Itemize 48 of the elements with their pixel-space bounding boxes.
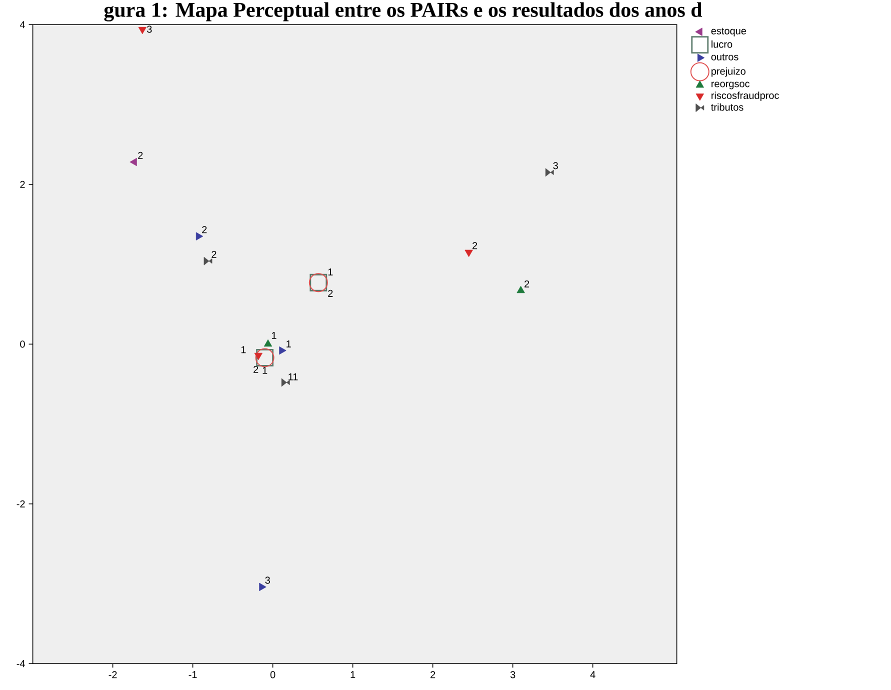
point [264,339,272,347]
annotation: 2 [328,290,333,297]
point [516,286,525,294]
annotation: 1 [272,332,276,339]
x-tick-label: -2 [108,671,117,678]
point [130,158,137,166]
point [279,346,286,355]
annotation: 2 [254,366,258,373]
x-tick-label: 0 [270,671,276,678]
y-tick-label: -2 [16,500,25,508]
legend-label: prejuizo [712,67,746,77]
annotation: 2 [138,152,143,159]
annotation: 3 [146,26,152,33]
legend-label: tributos [711,103,744,111]
legend-label: estoque [711,28,746,36]
point [138,26,147,34]
annotation: 2 [472,242,478,250]
point [254,352,263,360]
legend-label: riscosfraudproc [712,92,779,101]
y-tick-label: 0 [20,340,25,348]
y-tick-label: 2 [20,180,25,188]
point [196,232,204,240]
annotation: 2 [212,250,216,258]
point [464,250,473,257]
point [204,256,212,266]
y-tick-label: 4 [20,21,25,28]
annotation: 1 [262,366,268,374]
x-tick-label: 3 [510,671,516,678]
legend-label: outros [711,54,738,60]
x-tick-label: 1 [350,671,356,678]
annotation: 2 [524,280,530,288]
legend-label: reorgsoc [712,82,750,90]
chart-title: gura 1: Mapa Perceptual entre os PAIRs e os resultados dos anos d [104,2,702,22]
annotation: 1 [328,268,333,276]
y-tick-label: -4 [16,660,25,668]
x-tick-label: 4 [590,671,596,678]
annotation: 3 [553,162,558,170]
annotation: 11 [288,373,298,380]
annotation: 2 [202,226,207,234]
legend-label: lucro [712,40,732,48]
point [281,378,290,387]
annotation: 1 [286,340,291,348]
x-tick-label: -1 [188,671,197,678]
x-tick-label: 2 [430,671,436,678]
annotation: 1 [241,346,246,354]
point [545,168,554,177]
point [259,582,266,592]
annotation: 3 [265,576,270,584]
